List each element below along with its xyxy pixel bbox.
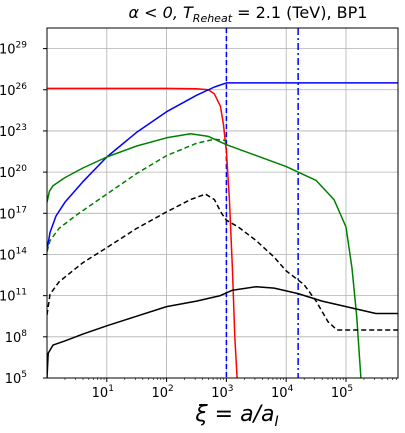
x-tick-label: 104 <box>271 384 294 401</box>
title-part: α < 0, T <box>129 3 194 22</box>
y-tick-label: 1023 <box>0 123 27 140</box>
series-line <box>47 82 398 251</box>
plot-frame <box>46 27 399 379</box>
series-line <box>47 285 398 378</box>
series-layer <box>47 82 398 378</box>
y-tick-label: 1014 <box>0 246 27 263</box>
x-tick-label: 105 <box>331 384 353 401</box>
vertical-lines <box>225 28 299 378</box>
x-axis-label: ξ = a/aI <box>194 402 278 430</box>
chart-title: α < 0, TReheat = 2.1 (TeV), BP1 <box>129 3 368 25</box>
y-tick-label: 105 <box>5 370 27 387</box>
x-axis-ticks: 101 102 103 104 105 <box>64 378 397 401</box>
series-line <box>47 138 227 252</box>
y-axis-ticks: 105 108 1011 1014 1017 1020 1023 1026 1029 <box>0 41 47 387</box>
series-line <box>47 132 362 378</box>
grid-layer <box>47 28 398 379</box>
series-line <box>47 193 398 331</box>
y-tick-label: 108 <box>5 329 28 346</box>
series-line <box>47 87 238 378</box>
title-part: = 2.1 (TeV), BP1 <box>232 3 367 22</box>
y-tick-label: 1017 <box>0 205 27 222</box>
x-tick-label: 103 <box>211 384 233 401</box>
y-tick-label: 1026 <box>0 82 27 99</box>
x-tick-label: 101 <box>92 384 114 401</box>
y-tick-label: 1020 <box>0 164 27 181</box>
x-tick-label: 102 <box>151 384 173 401</box>
y-tick-label: 1029 <box>0 41 27 58</box>
title-part: Reheat <box>193 12 233 25</box>
xlabel-part: I <box>274 414 278 430</box>
y-tick-label: 1011 <box>0 288 27 305</box>
xlabel-part: ξ = a/a <box>194 402 274 427</box>
